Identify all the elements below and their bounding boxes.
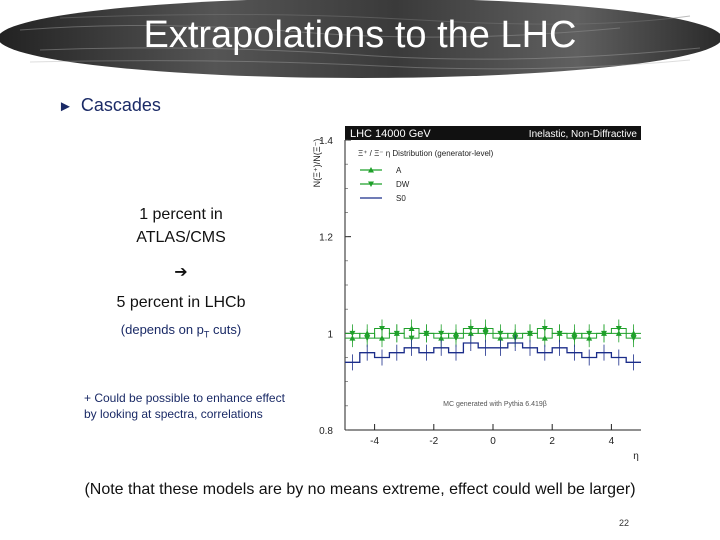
plot-svg: LHC 14000 GeV Inelastic, Non-Diffractive… <box>312 126 641 462</box>
plot-title-right: Inelastic, Non-Diffractive <box>529 129 638 140</box>
legend: A DW S0 <box>360 166 410 203</box>
xi-ratio-plot: LHC 14000 GeV Inelastic, Non-Diffractive… <box>300 118 645 466</box>
y-tick-label: 1.4 <box>319 136 333 147</box>
triangle-bullet-icon: ► <box>58 98 73 115</box>
plot-title: LHC 14000 GeV <box>350 128 431 140</box>
data-point <box>630 335 637 342</box>
title-banner <box>0 0 720 80</box>
data-point <box>467 326 474 332</box>
y-tick-label: 1 <box>327 329 333 340</box>
legend-marker <box>368 167 374 173</box>
y-tick-label: 1.2 <box>319 233 333 244</box>
data-point <box>482 330 489 337</box>
x-tick-label: -2 <box>429 436 438 447</box>
data-point <box>527 330 533 337</box>
enhance-note-line2: by looking at spectra, correlations <box>84 407 263 421</box>
series-dw <box>345 319 641 348</box>
depends-note-suffix: cuts) <box>209 322 242 337</box>
footer-note: (Note that these models are by no means … <box>84 481 636 498</box>
x-axis-label: η <box>633 451 639 462</box>
data-point <box>379 335 385 341</box>
data-point <box>615 326 622 332</box>
y-tick-label: 0.8 <box>319 426 333 437</box>
x-tick-label: -4 <box>370 436 379 447</box>
bullet-item: ► Cascades <box>58 95 161 116</box>
text-lhcb: 5 percent in LHCb <box>116 294 246 311</box>
right-arrow-icon: ➔ <box>174 264 188 281</box>
axes: 0.8 1 1.2 1.4 -4 -2 0 2 4 <box>319 136 641 447</box>
enhance-note-line1: + Could be possible to enhance effect <box>84 391 285 405</box>
data-point <box>601 330 607 337</box>
x-tick-label: 0 <box>490 436 496 447</box>
data-point <box>438 330 445 337</box>
data-point <box>586 330 593 337</box>
x-tick-label: 4 <box>609 436 615 447</box>
data-point <box>571 335 578 342</box>
series-line <box>345 328 641 339</box>
depends-note-subscript: T <box>203 329 210 340</box>
depends-note: (depends on pT cuts) <box>66 322 296 340</box>
text-atlas-cms-line2: ATLAS/CMS <box>136 229 226 246</box>
series-s0 <box>345 335 641 371</box>
data-point <box>541 326 548 332</box>
data-point <box>453 335 459 342</box>
depends-note-prefix: (depends on p <box>120 322 204 337</box>
y-axis-label: N(Ξ⁺)/N(Ξ⁻) <box>312 139 322 188</box>
data-point <box>541 335 548 341</box>
data-point <box>423 330 430 337</box>
legend-label: DW <box>396 180 410 189</box>
data-point <box>364 335 371 342</box>
x-tick-label: 2 <box>549 436 555 447</box>
series-layer <box>345 319 641 371</box>
data-point <box>379 326 385 332</box>
slide-number: 22 <box>619 518 630 528</box>
title-banner-background <box>0 0 720 78</box>
slide-title: Extrapolations to the LHC <box>143 14 577 56</box>
legend-label: S0 <box>396 194 406 203</box>
bullet-text: Cascades <box>80 95 161 115</box>
mc-annotation: MC generated with Pythia 6.419β <box>443 401 547 408</box>
data-point <box>556 330 563 337</box>
data-point <box>408 325 415 331</box>
legend-label: A <box>396 166 402 175</box>
text-atlas-cms-line1: 1 percent in <box>139 206 223 223</box>
plot-header-bar <box>345 126 641 140</box>
series-line <box>345 342 641 363</box>
data-point <box>393 330 400 337</box>
data-point <box>497 330 504 337</box>
enhance-note: + Could be possible to enhance effect by… <box>84 390 304 422</box>
data-point <box>408 335 415 342</box>
legend-marker <box>368 181 374 187</box>
plot-subtitle: Ξ⁺ / Ξ⁻ η Distribution (generator-level) <box>358 149 494 158</box>
data-point <box>349 330 356 337</box>
